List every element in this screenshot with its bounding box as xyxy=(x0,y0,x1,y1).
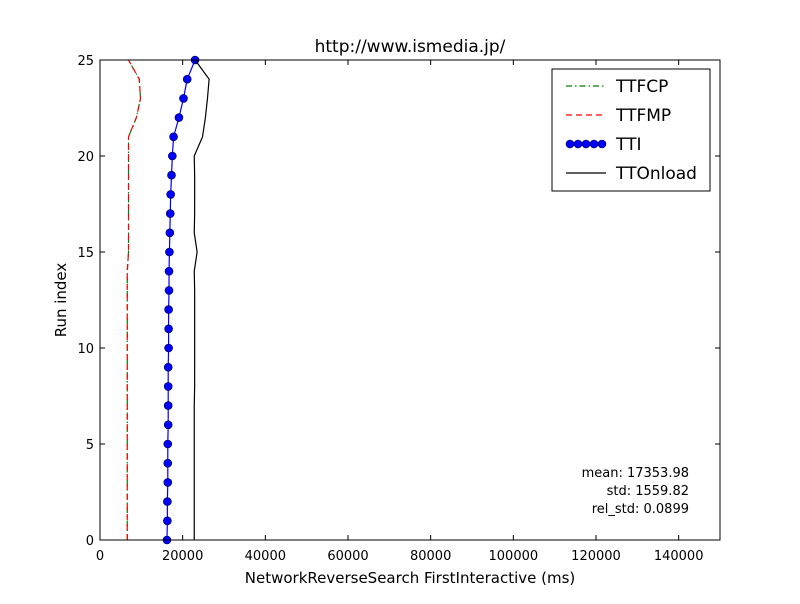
x-tick-label: 140000 xyxy=(654,549,704,564)
x-tick-label: 20000 xyxy=(162,549,203,564)
stats-line: mean: 17353.98 xyxy=(582,466,689,481)
point-tti-19 xyxy=(167,170,176,180)
x-tick-label: 60000 xyxy=(327,549,368,564)
point-tti-6 xyxy=(163,420,173,430)
point-tti-23 xyxy=(179,94,188,103)
point-tti-1 xyxy=(163,516,172,526)
y-axis-label: Run index xyxy=(52,263,70,338)
y-tick-label: 5 xyxy=(86,438,94,453)
point-tti-24 xyxy=(182,74,192,84)
series-line-ttonload xyxy=(193,59,210,540)
point-tti-15 xyxy=(165,247,174,257)
point-tti-7 xyxy=(163,401,173,410)
x-tick-label: 80000 xyxy=(410,549,451,564)
point-tti-10 xyxy=(164,343,173,353)
chart-title: http://www.ismedia.jp/ xyxy=(315,37,506,57)
x-tick-label: 0 xyxy=(96,549,104,564)
point-tti-4 xyxy=(163,458,173,468)
point-tti-22 xyxy=(174,113,184,122)
legend-label-ttfmp: TTFMP xyxy=(615,106,671,126)
point-tti-13 xyxy=(164,286,174,295)
y-tick-label: 10 xyxy=(77,342,94,357)
x-tick-label: 40000 xyxy=(245,549,286,564)
legend-box xyxy=(551,68,711,192)
x-tick-label: 100000 xyxy=(489,549,539,564)
legend: TTFCP TTFMP TTI TTOnload xyxy=(551,68,711,192)
legend-marker xyxy=(589,139,599,149)
stats-line: rel_std: 0.0899 xyxy=(592,502,689,517)
point-tti-2 xyxy=(163,497,172,506)
x-axis-label: NetworkReverseSearch FirstInteractive (m… xyxy=(245,569,576,587)
point-tti-9 xyxy=(163,362,173,372)
stats-line: std: 1559.82 xyxy=(607,484,689,499)
series-line-ttfmp xyxy=(126,59,142,540)
legend-marker xyxy=(565,139,575,149)
plot-frame xyxy=(99,59,721,541)
legend-marker xyxy=(573,139,583,149)
point-tti-14 xyxy=(164,266,174,276)
y-tick-label: 20 xyxy=(77,150,94,165)
series-line-ttfcp xyxy=(126,59,142,540)
series-line-tti xyxy=(166,59,196,541)
stats-annotation: mean: 17353.98 std: 1559.82 rel_std: 0.089… xyxy=(582,466,689,517)
point-tti-20 xyxy=(168,151,177,161)
legend-marker xyxy=(581,139,591,149)
point-tti-17 xyxy=(165,209,175,218)
point-tti-21 xyxy=(169,132,178,142)
y-tick-label: 25 xyxy=(77,54,94,69)
legend-label-ttonload: TTOnload xyxy=(615,164,697,184)
y-tick-label: 15 xyxy=(77,246,94,261)
legend-label-ttfcp: TTFCP xyxy=(615,77,668,97)
point-tti-8 xyxy=(163,382,173,391)
x-tick-label: 120000 xyxy=(571,549,621,564)
point-tti-11 xyxy=(164,324,173,334)
y-tick-label: 0 xyxy=(86,534,94,549)
point-tti-5 xyxy=(163,439,173,449)
point-tti-16 xyxy=(165,228,175,238)
legend-label-tti: TTI xyxy=(615,135,641,155)
point-tti-12 xyxy=(164,305,173,314)
point-tti-3 xyxy=(163,478,173,487)
point-tti-18 xyxy=(166,190,175,199)
legend-marker xyxy=(597,139,607,149)
